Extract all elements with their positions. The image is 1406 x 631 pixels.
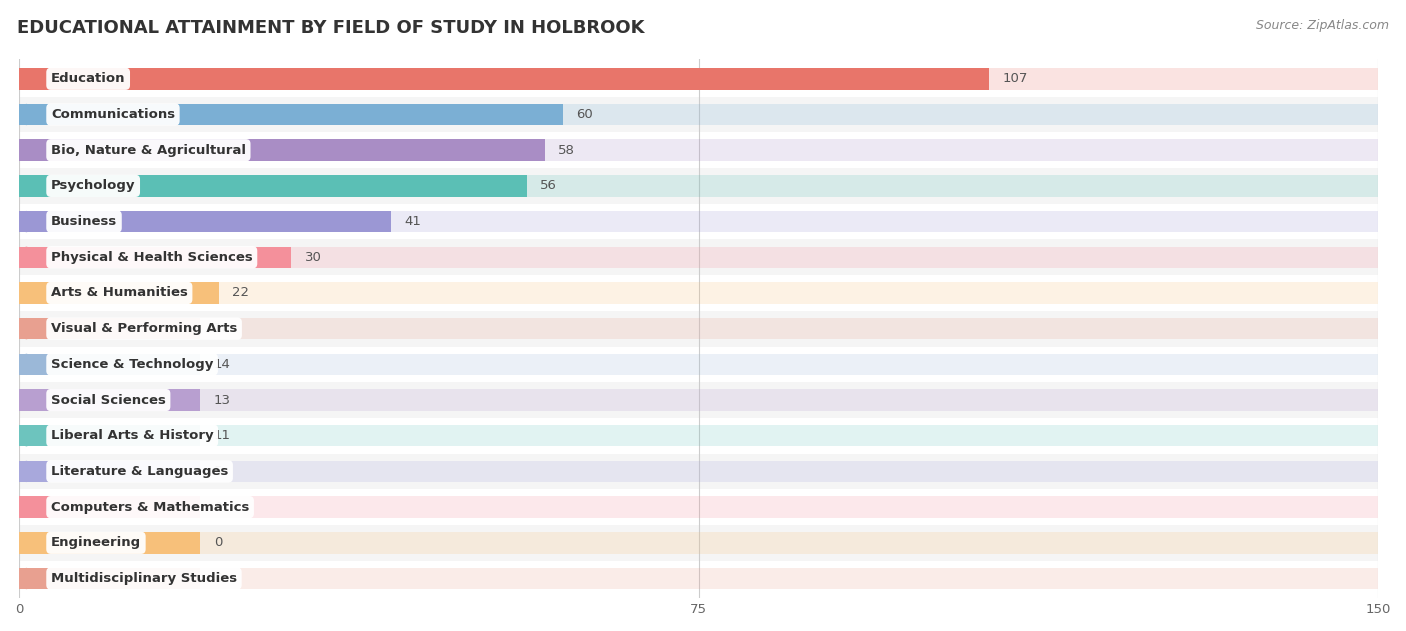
Bar	[20, 532, 1378, 553]
Text: EDUCATIONAL ATTAINMENT BY FIELD OF STUDY IN HOLBROOK: EDUCATIONAL ATTAINMENT BY FIELD OF STUDY…	[17, 19, 644, 37]
FancyBboxPatch shape	[20, 204, 1378, 239]
Text: Source: ZipAtlas.com: Source: ZipAtlas.com	[1256, 19, 1389, 32]
Bar	[20, 318, 1378, 339]
FancyBboxPatch shape	[20, 97, 1378, 133]
Text: Psychology: Psychology	[51, 179, 135, 192]
FancyBboxPatch shape	[20, 454, 1378, 489]
FancyBboxPatch shape	[20, 525, 1378, 561]
Circle shape	[24, 319, 30, 339]
Circle shape	[24, 355, 30, 374]
Text: 60: 60	[576, 108, 593, 121]
Bar	[20, 568, 201, 589]
Circle shape	[24, 533, 30, 553]
Text: 107: 107	[1002, 73, 1028, 85]
FancyBboxPatch shape	[20, 239, 1378, 275]
Text: Multidisciplinary Studies: Multidisciplinary Studies	[51, 572, 238, 585]
Text: 22: 22	[232, 286, 249, 300]
Bar	[20, 68, 1378, 90]
Text: 0: 0	[214, 572, 222, 585]
Bar	[20, 389, 1378, 411]
Circle shape	[24, 211, 30, 232]
Bar	[20, 318, 201, 339]
Text: Visual & Performing Arts: Visual & Performing Arts	[51, 322, 238, 335]
Text: Communications: Communications	[51, 108, 174, 121]
Bar	[20, 497, 201, 518]
Circle shape	[24, 390, 30, 410]
Bar	[20, 532, 201, 553]
FancyBboxPatch shape	[20, 275, 1378, 311]
Text: Bio, Nature & Agricultural: Bio, Nature & Agricultural	[51, 144, 246, 156]
FancyBboxPatch shape	[20, 168, 1378, 204]
Circle shape	[24, 247, 30, 268]
Bar	[20, 497, 1378, 518]
Text: Social Sciences: Social Sciences	[51, 394, 166, 406]
Circle shape	[24, 497, 30, 517]
FancyBboxPatch shape	[20, 561, 1378, 596]
Text: 5: 5	[214, 465, 222, 478]
Bar	[20, 461, 201, 482]
Text: 56: 56	[540, 179, 557, 192]
Text: 0: 0	[214, 536, 222, 550]
Circle shape	[24, 140, 30, 160]
Bar	[20, 282, 218, 304]
Text: Literature & Languages: Literature & Languages	[51, 465, 228, 478]
FancyBboxPatch shape	[20, 489, 1378, 525]
Circle shape	[24, 426, 30, 445]
Text: 58: 58	[558, 144, 575, 156]
Text: 11: 11	[214, 429, 231, 442]
Bar	[20, 247, 1378, 268]
Bar	[20, 461, 1378, 482]
FancyBboxPatch shape	[20, 346, 1378, 382]
FancyBboxPatch shape	[20, 311, 1378, 346]
Text: Business: Business	[51, 215, 117, 228]
Bar	[20, 425, 1378, 447]
Text: Science & Technology: Science & Technology	[51, 358, 214, 371]
Text: 18: 18	[214, 322, 231, 335]
Text: 13: 13	[214, 394, 231, 406]
Text: Education: Education	[51, 73, 125, 85]
Bar	[20, 425, 201, 447]
Text: Liberal Arts & History: Liberal Arts & History	[51, 429, 214, 442]
Circle shape	[24, 69, 30, 89]
FancyBboxPatch shape	[20, 382, 1378, 418]
Circle shape	[24, 283, 30, 303]
Circle shape	[24, 461, 30, 481]
Bar	[20, 211, 1378, 232]
Bar	[20, 103, 1378, 125]
Bar	[20, 139, 1378, 161]
Bar	[20, 247, 291, 268]
Text: Computers & Mathematics: Computers & Mathematics	[51, 500, 249, 514]
Bar	[20, 568, 1378, 589]
FancyBboxPatch shape	[20, 133, 1378, 168]
FancyBboxPatch shape	[20, 418, 1378, 454]
Text: Physical & Health Sciences: Physical & Health Sciences	[51, 251, 253, 264]
Text: 30: 30	[305, 251, 322, 264]
Bar	[20, 211, 391, 232]
Bar	[20, 353, 1378, 375]
Bar	[20, 103, 562, 125]
FancyBboxPatch shape	[20, 61, 1378, 97]
Bar	[20, 282, 1378, 304]
Bar	[20, 139, 544, 161]
Bar	[20, 389, 201, 411]
Circle shape	[24, 176, 30, 196]
Bar	[20, 175, 527, 197]
Text: 0: 0	[214, 500, 222, 514]
Bar	[20, 353, 201, 375]
Text: Engineering: Engineering	[51, 536, 141, 550]
Circle shape	[24, 569, 30, 589]
Bar	[20, 175, 1378, 197]
Circle shape	[24, 105, 30, 124]
Text: Arts & Humanities: Arts & Humanities	[51, 286, 188, 300]
Text: 41: 41	[405, 215, 422, 228]
Bar	[20, 68, 988, 90]
Text: 14: 14	[214, 358, 231, 371]
